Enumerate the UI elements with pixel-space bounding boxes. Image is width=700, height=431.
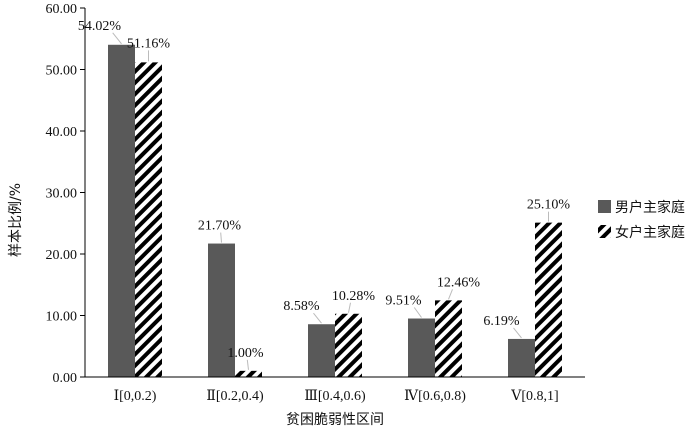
- x-tick-label: Ⅲ[0.4,0.6): [304, 389, 366, 404]
- data-label: 6.19%: [483, 314, 520, 329]
- female-bar: [235, 370, 262, 377]
- leader-line: [448, 289, 453, 300]
- leader-line: [348, 302, 351, 313]
- female-bar: [535, 222, 562, 377]
- legend-swatch-male: [598, 200, 611, 213]
- leader-line: [413, 307, 422, 318]
- data-label: 25.10%: [527, 198, 571, 213]
- male-bar: [208, 243, 235, 377]
- x-tick-label: Ⅱ[0.2,0.4): [206, 389, 264, 404]
- data-label: 12.46%: [437, 275, 481, 290]
- data-label: 10.28%: [332, 289, 376, 304]
- y-tick-label: 0.00: [53, 371, 78, 386]
- x-axis-title: 贫困脆弱性区间: [286, 411, 384, 428]
- x-tick-label: Ⅰ[0,0.2): [114, 389, 157, 404]
- y-tick-label: 30.00: [46, 187, 78, 202]
- leader-line: [313, 312, 322, 324]
- data-label: 8.58%: [283, 299, 320, 314]
- female-bar: [135, 62, 162, 378]
- leader-line: [246, 359, 249, 370]
- legend-label: 男户主家庭: [615, 199, 685, 216]
- male-bar: [408, 318, 435, 377]
- female-bar: [335, 313, 362, 377]
- y-tick-label: 60.00: [46, 2, 78, 17]
- data-label: 9.51%: [385, 294, 422, 309]
- data-label: 1.00%: [227, 346, 264, 361]
- leader-line: [112, 32, 122, 45]
- female-bar: [435, 300, 462, 377]
- leader-line: [220, 232, 222, 243]
- legend-swatch-female: [598, 225, 611, 238]
- y-axis-title: 样本比例/%: [8, 183, 24, 257]
- data-label: 54.02%: [78, 19, 122, 34]
- data-label: 21.70%: [198, 219, 242, 234]
- legend-label: 女户主家庭: [615, 224, 685, 241]
- x-tick-label: Ⅳ[0.6,0.8): [404, 389, 466, 404]
- x-tick-label: Ⅴ[0.8,1]: [510, 389, 558, 404]
- y-tick-label: 50.00: [46, 64, 78, 79]
- male-bar: [308, 324, 335, 377]
- y-tick-label: 40.00: [46, 125, 78, 140]
- leader-line: [513, 327, 522, 339]
- male-bar: [108, 44, 135, 377]
- data-label: 51.16%: [127, 36, 171, 51]
- y-tick-label: 10.00: [46, 310, 78, 325]
- male-bar: [508, 338, 535, 377]
- y-tick-label: 20.00: [46, 248, 78, 263]
